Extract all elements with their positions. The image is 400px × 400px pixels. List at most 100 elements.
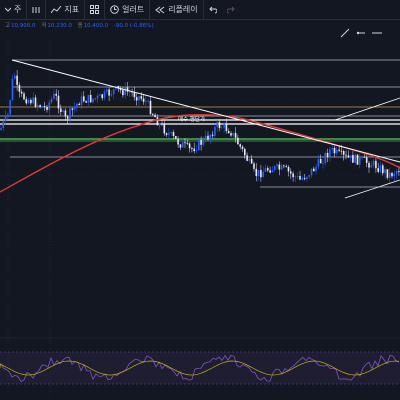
redo-button[interactable] xyxy=(222,0,240,20)
candle-body xyxy=(352,155,354,163)
candle-body xyxy=(62,110,64,112)
candle-body xyxy=(273,166,276,171)
candle-body xyxy=(138,96,140,101)
alert-button[interactable]: 얼러트 xyxy=(105,0,151,20)
candle-body xyxy=(18,84,21,92)
candle-body xyxy=(395,170,398,175)
candle-body xyxy=(69,108,71,119)
candle-body xyxy=(117,85,120,89)
candle-body xyxy=(338,149,340,151)
replay-rewind-icon xyxy=(155,6,165,13)
candle-body xyxy=(168,133,170,135)
tool-horizontal-ray[interactable] xyxy=(354,27,367,39)
layout-button[interactable] xyxy=(85,0,106,20)
channel-lower-line xyxy=(344,179,400,199)
candle-body xyxy=(384,169,386,174)
candle-body xyxy=(209,134,212,140)
candle-body xyxy=(356,154,359,165)
candle-body xyxy=(112,89,115,95)
candle-body xyxy=(232,132,235,136)
ohlc-legend: 고10,900.0 저10,230.0 종10,400.0 -90.0 (-0.… xyxy=(0,21,400,33)
candle-body xyxy=(308,175,310,177)
candle-body xyxy=(211,134,214,136)
candle-body xyxy=(73,106,76,110)
candle-body xyxy=(283,165,285,167)
candle-body xyxy=(96,95,99,99)
candle-body xyxy=(175,136,177,139)
candle-body xyxy=(23,93,25,100)
candle-body xyxy=(301,178,304,180)
candle-body xyxy=(340,150,343,152)
tool-trendline[interactable] xyxy=(338,27,351,39)
candle-body xyxy=(322,163,324,164)
candle-body xyxy=(264,168,267,172)
undo-icon xyxy=(208,6,217,13)
candle-body xyxy=(149,100,152,115)
interval-selector[interactable]: 주 xyxy=(0,0,28,20)
candle-body xyxy=(227,131,230,134)
candle-body xyxy=(147,100,149,102)
candle-body xyxy=(386,169,389,178)
candle-body xyxy=(317,159,320,167)
candle-body xyxy=(163,124,166,134)
candle-body xyxy=(158,123,161,126)
indicator-icon xyxy=(51,5,62,13)
candle-body xyxy=(50,98,53,103)
settings-button[interactable] xyxy=(27,0,47,20)
sliders-icon xyxy=(32,6,40,13)
candle-body xyxy=(250,158,253,164)
candle-body xyxy=(200,139,202,145)
candle-body xyxy=(239,144,241,147)
candle-body xyxy=(85,101,87,103)
undo-button[interactable] xyxy=(204,0,222,20)
candle-body xyxy=(46,106,48,110)
candle-body xyxy=(296,176,299,177)
replay-button[interactable]: 리플레이 xyxy=(150,0,204,20)
candle-body xyxy=(280,165,283,170)
candle-body xyxy=(152,114,154,115)
interval-label: 주 xyxy=(14,5,22,14)
candle-body xyxy=(347,155,350,158)
rsi-line xyxy=(0,354,400,383)
candle-body xyxy=(257,169,260,177)
candle-body xyxy=(80,96,83,106)
candle-body xyxy=(244,148,246,156)
alert-clock-icon xyxy=(110,5,119,14)
candle-body xyxy=(129,91,131,93)
candle-body xyxy=(349,155,352,158)
candle-body xyxy=(299,176,301,180)
candle-body xyxy=(76,103,78,107)
candle-body xyxy=(14,75,16,79)
candle-body xyxy=(287,166,290,172)
tool-horizontal-line[interactable] xyxy=(370,27,383,39)
candle-body xyxy=(336,149,338,154)
candle-body xyxy=(393,174,396,177)
candle-body xyxy=(267,168,269,171)
candle-body xyxy=(195,150,198,152)
candle-body xyxy=(303,178,306,180)
candle-body xyxy=(94,98,97,100)
candle-body xyxy=(181,142,184,148)
candle-body xyxy=(126,87,129,92)
candle-body xyxy=(165,133,168,135)
candle-body xyxy=(188,143,191,149)
close-key: 종 xyxy=(77,23,83,29)
candle-body xyxy=(248,158,251,161)
candle-body xyxy=(204,135,207,139)
candle-body xyxy=(370,165,373,168)
layout-grid-icon xyxy=(90,5,100,14)
candle-body xyxy=(34,97,37,107)
candle-body xyxy=(324,152,327,164)
candle-body xyxy=(241,146,244,149)
candle-body xyxy=(66,116,69,119)
candle-body xyxy=(154,114,156,118)
candle-body xyxy=(315,166,317,172)
descending-trendline xyxy=(11,59,400,163)
candle-body xyxy=(207,135,209,140)
alert-label: 얼러트 xyxy=(122,5,145,14)
candle-body xyxy=(372,160,375,166)
indicators-button[interactable]: 지표 xyxy=(46,0,86,20)
replay-label: 리플레이 xyxy=(168,5,198,14)
candle-body xyxy=(55,93,57,96)
